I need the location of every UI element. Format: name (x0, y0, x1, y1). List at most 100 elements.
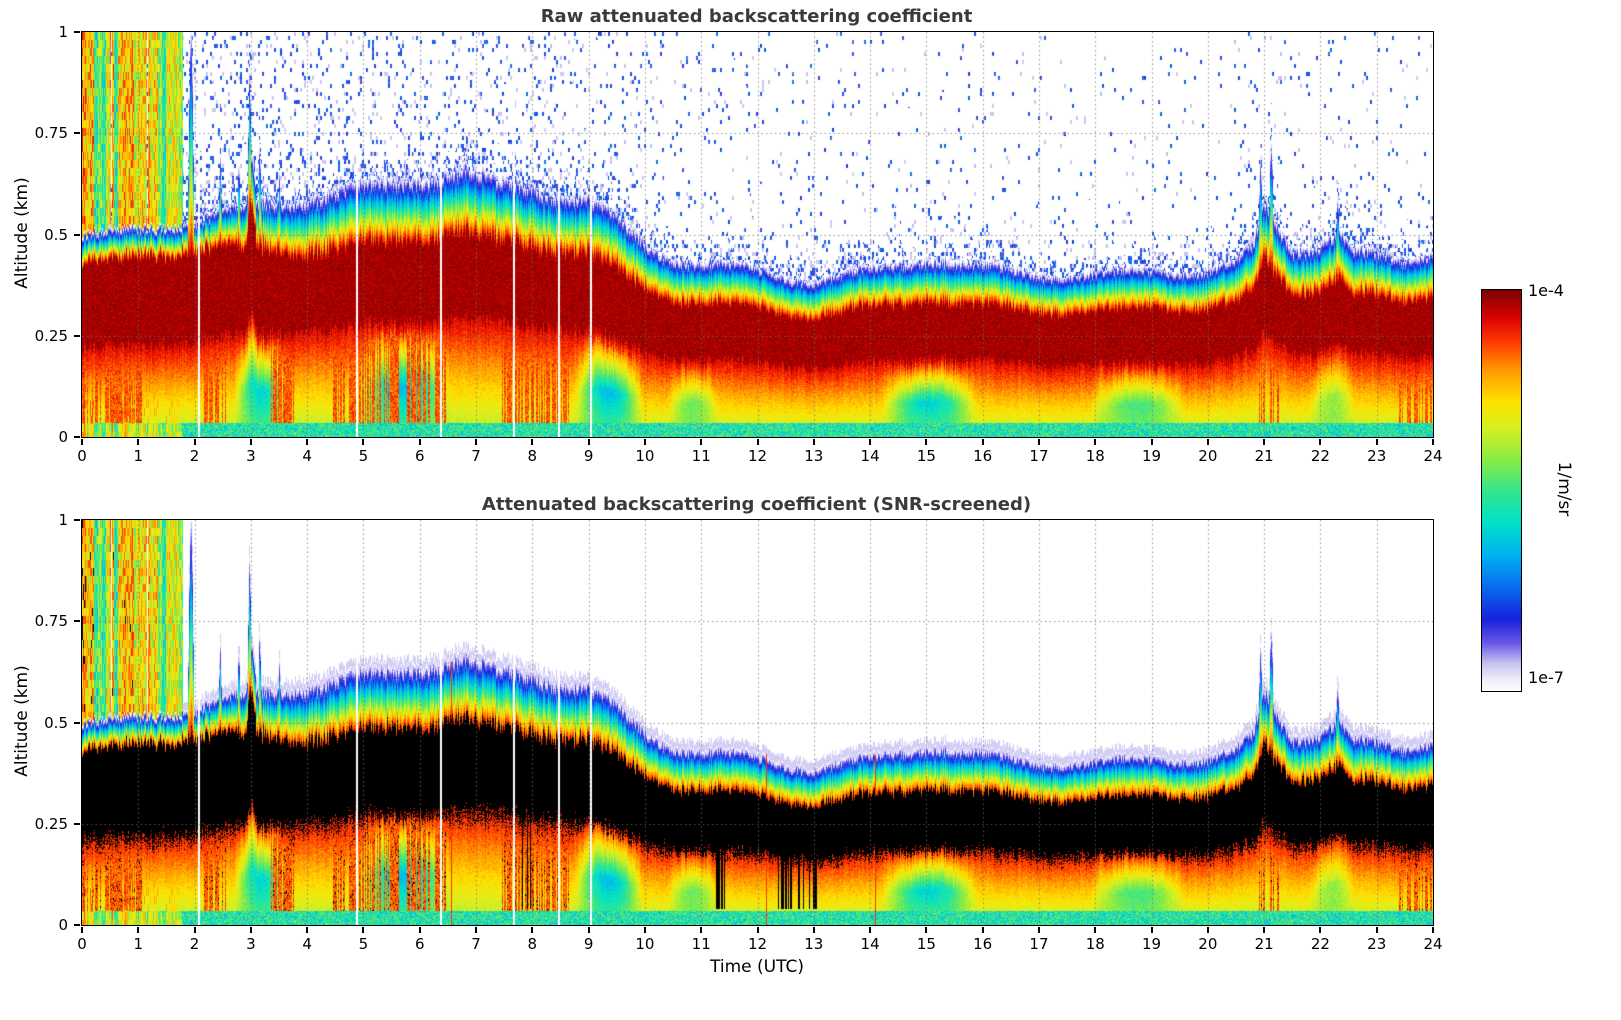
x-tick-label: 18 (1085, 935, 1105, 953)
x-tick-mark (306, 439, 309, 445)
colorbar-max-label: 1e-4 (1528, 281, 1564, 300)
x-tick-label: 18 (1085, 447, 1105, 465)
colorbar (1481, 289, 1522, 692)
x-tick-mark (1319, 439, 1322, 445)
x-tick-mark (362, 439, 365, 445)
x-tick-label: 7 (471, 935, 481, 953)
x-tick-label: 23 (1367, 447, 1387, 465)
x-tick-label: 0 (77, 447, 87, 465)
x-tick-mark (981, 927, 984, 933)
x-tick-label: 21 (1254, 447, 1274, 465)
x-tick-label: 10 (635, 447, 655, 465)
x-tick-mark (137, 927, 140, 933)
x-tick-mark (925, 927, 928, 933)
x-tick-mark (137, 439, 140, 445)
heatmap-canvas-raw (82, 32, 1433, 437)
x-tick-label: 15 (916, 447, 936, 465)
x-tick-mark (1094, 439, 1097, 445)
x-tick-label: 24 (1423, 935, 1443, 953)
x-tick-label: 15 (916, 935, 936, 953)
y-tick-label: 0.25 (34, 814, 68, 833)
y-axis-raw: 0 0.25 0.5 0.75 1 (10, 23, 82, 446)
x-tick-mark (643, 439, 646, 445)
plot-title-screened: Attenuated backscattering coefficient (S… (481, 494, 1032, 515)
y-tick-label: 1 (58, 511, 68, 529)
x-tick-label: 4 (302, 447, 312, 465)
x-tick-label: 24 (1423, 447, 1443, 465)
x-tick-label: 0 (77, 935, 87, 953)
y-tick-label: 0.5 (44, 225, 68, 244)
x-tick-mark (700, 927, 703, 933)
x-tick-mark (756, 439, 759, 445)
x-tick-mark (1206, 927, 1209, 933)
x-tick-mark (81, 927, 83, 933)
x-tick-label: 7 (471, 447, 481, 465)
y-tick-label: 0.75 (34, 612, 68, 631)
x-tick-label: 2 (189, 447, 200, 465)
x-tick-mark (362, 927, 365, 933)
y-tick-mark (74, 924, 80, 926)
x-tick-mark (1037, 439, 1040, 445)
x-tick-mark (643, 927, 646, 933)
x-tick-mark (193, 439, 196, 445)
x-tick-mark (1206, 439, 1209, 445)
y-tick-label: 0.75 (34, 124, 68, 143)
x-tick-label: 11 (691, 935, 711, 953)
x-tick-mark (812, 927, 815, 933)
x-tick-mark (756, 927, 759, 933)
x-tick-mark (1375, 927, 1378, 933)
x-axis-raw: 0 1 2 3 4 5 6 7 8 9 10 11 12 13 14 15 16 17 18 19 20 21 22 23 24 (77, 437, 1443, 473)
colorbar-gradient (1482, 290, 1521, 691)
y-tick-label: 0 (58, 916, 68, 934)
x-tick-label: 4 (302, 935, 312, 953)
x-tick-mark (1150, 439, 1153, 445)
x-tick-mark (475, 439, 478, 445)
x-tick-label: 16 (973, 447, 993, 465)
y-tick-label: 0.5 (44, 713, 68, 732)
x-tick-mark (869, 439, 872, 445)
y-tick-mark (74, 822, 80, 825)
x-tick-mark (306, 927, 309, 933)
x-tick-label: 21 (1254, 935, 1274, 953)
x-tick-mark (925, 439, 928, 445)
x-tick-mark (981, 439, 984, 445)
x-tick-mark (418, 439, 421, 445)
x-tick-mark (1375, 439, 1378, 445)
y-tick-mark (74, 334, 80, 337)
ylabel-screened: Altitude (km) (12, 665, 32, 777)
x-tick-mark (700, 439, 703, 445)
x-tick-mark (812, 439, 815, 445)
x-tick-mark (249, 439, 252, 445)
y-tick-mark (74, 721, 80, 724)
x-tick-mark (1263, 927, 1266, 933)
x-axis-screened: 0 1 2 3 4 5 6 7 8 9 10 11 12 13 14 15 16 17 18 19 20 21 22 23 24 (77, 925, 1443, 961)
ylabel-raw: Altitude (km) (12, 177, 32, 289)
x-tick-label: 12 (747, 935, 768, 953)
y-tick-label: 1 (58, 23, 68, 41)
x-tick-label: 5 (358, 935, 369, 953)
y-axis-screened: 0 0.25 0.5 0.75 1 (10, 511, 82, 934)
x-tick-mark (587, 439, 590, 445)
y-tick-mark (74, 436, 80, 438)
x-tick-label: 20 (1198, 935, 1218, 953)
y-tick-mark (74, 519, 80, 521)
x-tick-label: 17 (1029, 935, 1049, 953)
x-tick-label: 6 (414, 935, 425, 953)
x-tick-label: 20 (1198, 447, 1218, 465)
x-tick-mark (249, 927, 252, 933)
x-tick-label: 3 (246, 935, 256, 953)
colorbar-unit-label: 1/m/sr (1554, 461, 1574, 517)
x-tick-label: 12 (747, 447, 768, 465)
x-tick-mark (193, 927, 196, 933)
x-tick-label: 13 (804, 935, 824, 953)
colorbar-min-label: 1e-7 (1528, 668, 1564, 687)
y-tick-mark (74, 620, 80, 623)
x-tick-label: 19 (1141, 447, 1162, 465)
x-tick-label: 23 (1367, 935, 1387, 953)
x-tick-mark (1263, 439, 1266, 445)
x-tick-mark (1319, 927, 1322, 933)
heatmap-canvas-screened (82, 520, 1433, 925)
x-tick-mark (531, 927, 534, 933)
y-tick-label: 0 (58, 428, 68, 446)
xlabel: Time (UTC) (710, 957, 804, 977)
